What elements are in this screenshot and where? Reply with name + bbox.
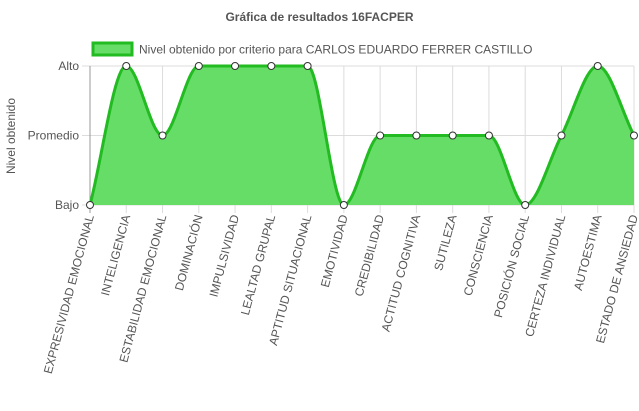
data-point[interactable]	[86, 201, 94, 209]
data-point[interactable]	[484, 131, 493, 140]
data-point[interactable]	[231, 62, 240, 70]
legend-label: Nivel obtenido por criterio para CARLOS …	[139, 43, 532, 57]
y-tick-label: Bajo	[55, 198, 79, 212]
x-tick-label: CONSCIENCIA	[461, 213, 496, 297]
data-points	[86, 62, 638, 209]
data-point[interactable]	[267, 62, 276, 70]
x-tick-label: SUTILEZA	[431, 213, 459, 272]
x-tick-label: EXPRESIVIDAD EMOCIONAL	[41, 213, 97, 375]
data-point[interactable]	[158, 131, 167, 140]
series-line	[88, 64, 636, 207]
x-tick-label: AUTOESTIMA	[571, 213, 605, 292]
data-point[interactable]	[521, 201, 530, 209]
x-tick-label: CREDIBILIDAD	[352, 213, 387, 298]
data-point[interactable]	[412, 131, 421, 140]
x-tick-label: CERTEZA INDIVIDUAL	[522, 213, 568, 338]
y-tick-label: Promedio	[28, 129, 80, 143]
legend-swatch	[91, 41, 134, 57]
data-point[interactable]	[630, 131, 638, 140]
x-tick-label: POSICIÓN SOCIAL	[490, 213, 532, 320]
data-point[interactable]	[122, 62, 131, 70]
x-ticks: EXPRESIVIDAD EMOCIONAL INTELIGENCIAESTABI…	[41, 213, 639, 376]
data-point[interactable]	[376, 131, 385, 140]
data-point[interactable]	[303, 62, 312, 70]
x-tick-label: ACTITUD COGNITIVA	[379, 213, 424, 333]
data-point[interactable]	[339, 201, 348, 209]
data-point[interactable]	[194, 62, 203, 70]
data-point[interactable]	[448, 131, 457, 140]
data-point[interactable]	[557, 131, 566, 140]
x-tick-label: EMOTIVIDAD	[318, 213, 351, 289]
y-ticks: Bajo Promedio Alto	[28, 59, 80, 212]
y-axis-label: Nivel obtenido	[4, 98, 18, 174]
chart-title: Gráfica de resultados 16FACPER	[225, 10, 413, 24]
x-tick-label: LEALTAD GRUPAL	[238, 213, 278, 317]
x-tick-label: DOMINACIÓN	[171, 213, 206, 292]
legend[interactable]: Nivel obtenido por criterio para CARLOS …	[91, 41, 532, 57]
data-point[interactable]	[593, 62, 602, 70]
x-tick-label: IMPULSIVIDAD	[207, 213, 243, 299]
series-area	[90, 66, 634, 205]
y-tick-label: Alto	[58, 59, 79, 73]
x-tick-label: INTELIGENCIA	[98, 213, 133, 297]
